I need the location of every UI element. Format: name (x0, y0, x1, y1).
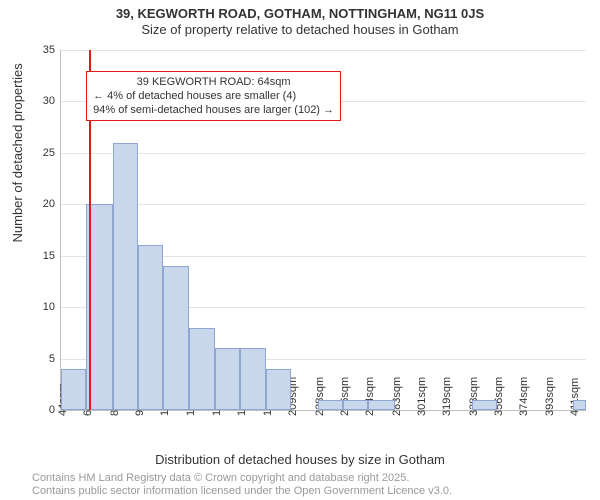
histogram-bar (138, 245, 163, 410)
y-axis-label: Number of detached properties (10, 63, 25, 242)
x-axis-label: Distribution of detached houses by size … (0, 452, 600, 467)
x-tick: 283sqm (391, 377, 403, 416)
x-tick: 228sqm (314, 377, 326, 416)
y-tick: 25 (43, 147, 61, 159)
x-tick: 356sqm (493, 377, 505, 416)
gridline (61, 50, 586, 51)
x-tick: 393sqm (544, 377, 556, 416)
histogram-bar (189, 328, 214, 410)
histogram-bar (472, 400, 497, 410)
x-tick: 246sqm (339, 377, 351, 416)
credit-line-2: Contains public sector information licen… (32, 485, 452, 497)
histogram-bar (573, 400, 586, 410)
histogram-bar (368, 400, 395, 410)
histogram-bar (343, 400, 368, 410)
credit-line-1: Contains HM Land Registry data © Crown c… (32, 472, 409, 484)
x-tick: 374sqm (518, 377, 530, 416)
gridline (61, 153, 586, 154)
histogram-bar (61, 369, 86, 410)
gridline (61, 204, 586, 205)
y-tick: 20 (43, 198, 61, 210)
histogram-bar (163, 266, 190, 410)
histogram-bar (240, 348, 267, 410)
annotation-box: 39 KEGWORTH ROAD: 64sqm← 4% of detached … (86, 71, 341, 122)
x-tick: 338sqm (468, 377, 480, 416)
x-tick: 264sqm (364, 377, 376, 416)
histogram-bar (318, 400, 343, 410)
x-tick: 301sqm (416, 377, 428, 416)
y-tick: 30 (43, 95, 61, 107)
y-tick: 15 (43, 250, 61, 262)
histogram-bar (215, 348, 240, 410)
histogram-plot: 0510152025303544sqm62sqm81sqm99sqm117sqm… (60, 50, 586, 411)
histogram-bar (266, 369, 291, 410)
y-tick: 35 (43, 44, 61, 56)
page-subtitle: Size of property relative to detached ho… (0, 22, 600, 37)
annotation-line: 39 KEGWORTH ROAD: 64sqm (93, 75, 334, 89)
x-tick: 319sqm (441, 377, 453, 416)
x-tick: 411sqm (569, 378, 581, 416)
y-tick: 5 (49, 353, 61, 365)
annotation-line: 94% of semi-detached houses are larger (… (93, 103, 334, 117)
page-title: 39, KEGWORTH ROAD, GOTHAM, NOTTINGHAM, N… (0, 6, 600, 21)
y-tick: 10 (43, 301, 61, 313)
histogram-bar (113, 143, 138, 410)
annotation-line: ← 4% of detached houses are smaller (4) (93, 89, 334, 103)
